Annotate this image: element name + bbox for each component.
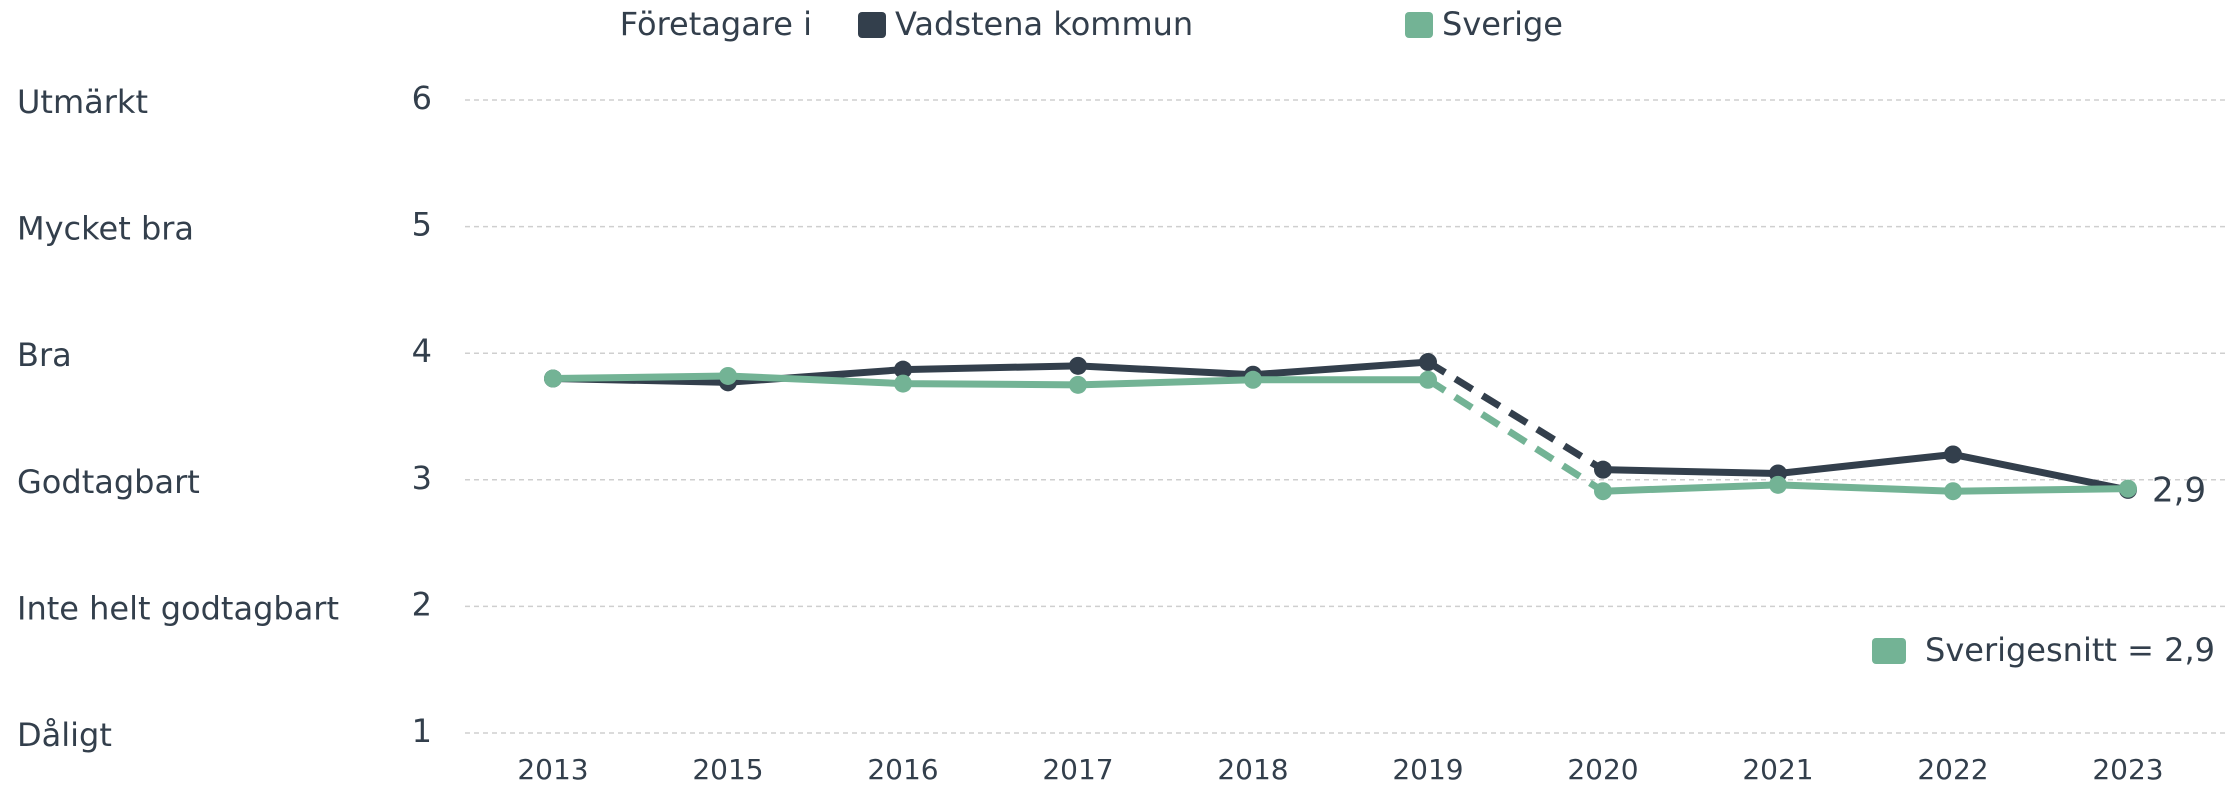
series-line [1602, 450, 2129, 494]
x-tick-label: 2016 [867, 753, 938, 783]
x-tick-label: 2017 [1042, 753, 1113, 783]
y-tick-label: 1 [412, 712, 432, 750]
y-tick-label: 3 [412, 459, 432, 497]
y-tick-name: Utmärkt [17, 83, 148, 121]
annotation-swatch [1872, 638, 1906, 664]
series-marker [2119, 479, 2137, 498]
series-marker [719, 366, 737, 385]
annotation-text: Sverigesnitt = 2,9 [1925, 631, 2215, 669]
series-line [552, 372, 1428, 389]
series-marker [1944, 482, 1962, 501]
series-line [1426, 359, 1605, 473]
x-tick-label: 2020 [1567, 753, 1638, 783]
value-label: 2,9 [2152, 470, 2206, 510]
x-tick-label: 2013 [517, 753, 588, 783]
y-tick-name: Bra [17, 336, 72, 374]
y-tick-name: Inte helt godtagbart [17, 589, 339, 627]
x-tick-label: 2022 [1917, 753, 1988, 783]
x-tick-label: 2021 [1742, 753, 1813, 783]
series-line [1426, 376, 1605, 495]
series-marker [1944, 445, 1962, 464]
x-tick-label: 2019 [1392, 753, 1463, 783]
legend-title: Företagare i [620, 5, 812, 43]
series-line [552, 358, 1429, 386]
x-tick-label: 2023 [2092, 753, 2163, 783]
series-marker [1594, 482, 1612, 501]
series-marker [1069, 375, 1087, 394]
y-tick-name: Dåligt [17, 716, 112, 754]
y-tick-name: Mycket bra [17, 210, 194, 248]
y-tick-label: 2 [412, 585, 432, 623]
series-marker [1419, 353, 1437, 372]
y-tick-label: 4 [412, 332, 432, 370]
legend-label: Vadstena kommun [895, 5, 1193, 43]
series-line [1602, 481, 2129, 495]
y-tick-name: Godtagbart [17, 463, 200, 501]
series-marker [544, 369, 562, 388]
y-tick-label: 6 [412, 79, 432, 117]
series-marker [1594, 460, 1612, 479]
x-tick-label: 2015 [692, 753, 763, 783]
legend-swatch [1405, 12, 1433, 38]
series-marker [1419, 370, 1437, 389]
series-marker [1769, 475, 1787, 494]
series-marker [894, 374, 912, 393]
y-tick-label: 5 [412, 206, 432, 244]
legend-label: Sverige [1442, 5, 1563, 43]
series-marker [894, 360, 912, 379]
x-tick-label: 2018 [1217, 753, 1288, 783]
legend-swatch [858, 12, 886, 38]
series-marker [1069, 356, 1087, 375]
series-marker [1244, 370, 1262, 389]
